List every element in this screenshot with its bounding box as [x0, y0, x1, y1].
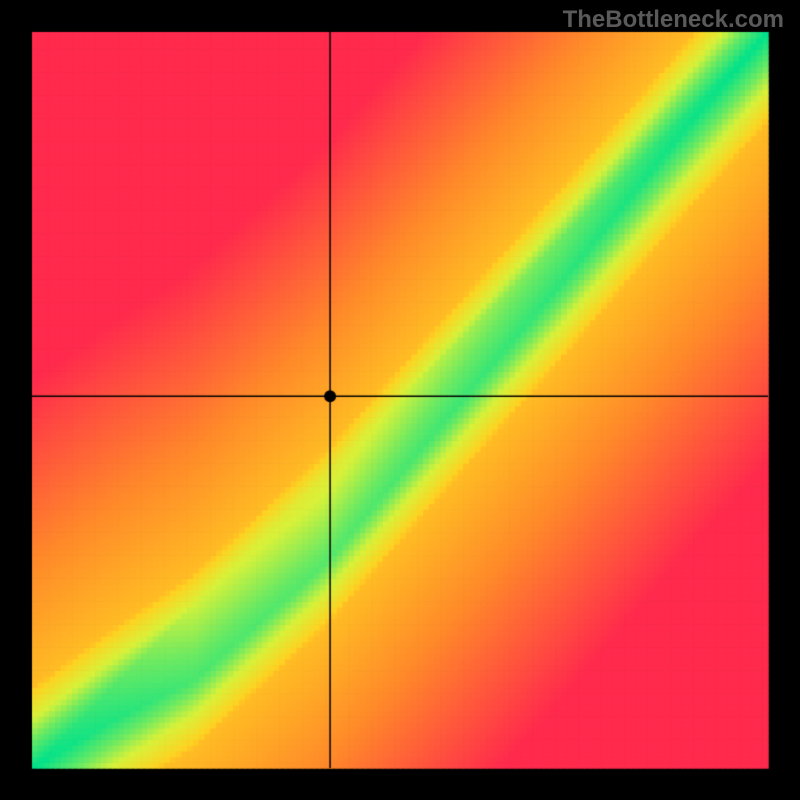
chart-root: TheBottleneck.com: [0, 0, 800, 800]
bottleneck-heatmap-canvas: [0, 0, 800, 800]
watermark-text: TheBottleneck.com: [563, 6, 784, 34]
